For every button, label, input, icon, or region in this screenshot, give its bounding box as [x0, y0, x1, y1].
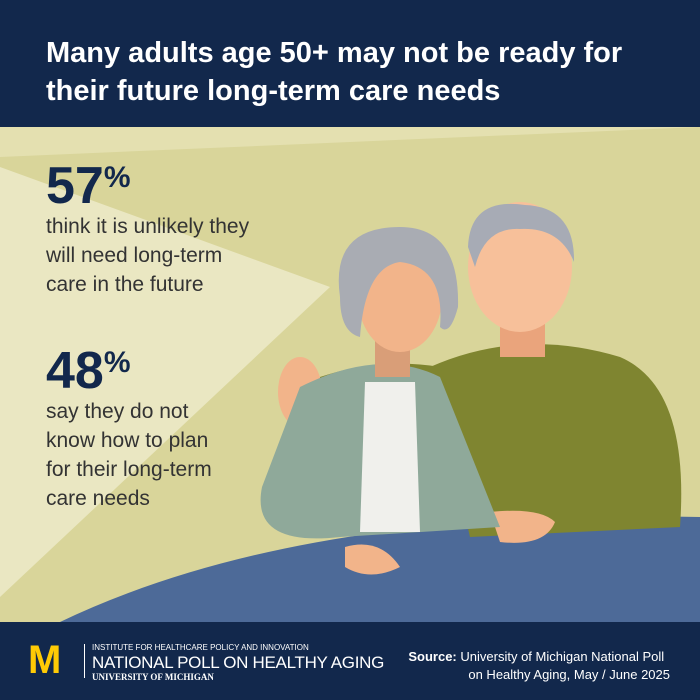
background-shape — [0, 167, 330, 597]
stat: 57% think it is unlikely they will need … — [46, 160, 249, 299]
header: Many adults age 50+ may not be ready for… — [0, 0, 700, 127]
institute: INSTITUTE FOR HEALTHCARE POLICY AND INNO… — [92, 643, 309, 652]
stat-text: will need long-term — [46, 244, 223, 267]
stat-text: say they do not — [46, 400, 189, 423]
stat-text: care in the future — [46, 273, 204, 296]
man-body — [430, 344, 682, 537]
illustration — [0, 127, 700, 622]
footer: M INSTITUTE FOR HEALTHCARE POLICY AND IN… — [0, 622, 700, 700]
stat-text: for their long-term — [46, 458, 212, 481]
source: Source: University of Michigan National … — [408, 648, 670, 684]
title: Many adults age 50+ may not be ready for… — [46, 37, 623, 107]
logo: M — [28, 638, 62, 682]
stat-text: think it is unlikely they — [46, 215, 250, 238]
stat-unit: % — [103, 346, 131, 379]
man-hand — [490, 510, 555, 543]
stat-text: know how to plan — [46, 429, 209, 452]
university: UNIVERSITY OF MICHIGAN — [92, 672, 214, 682]
stat: 48% say they do not know how to plan for… — [46, 345, 212, 513]
source-text: on Healthy Aging, May / June 2025 — [468, 667, 670, 682]
poll-name: NATIONAL POLL ON HEALTHY AGING — [92, 653, 385, 672]
woman-hand — [345, 544, 400, 575]
woman-shirt — [360, 382, 420, 532]
woman-hair — [338, 227, 459, 337]
stat-figure: 48 — [46, 342, 104, 400]
source-label: Source: — [408, 649, 457, 664]
stat-text: care needs — [46, 487, 150, 510]
source-text: University of Michigan National Poll — [460, 649, 665, 664]
stat-figure: 57 — [46, 157, 104, 215]
stat-unit: % — [103, 161, 131, 194]
man-hair — [468, 203, 575, 267]
divider — [84, 644, 85, 678]
